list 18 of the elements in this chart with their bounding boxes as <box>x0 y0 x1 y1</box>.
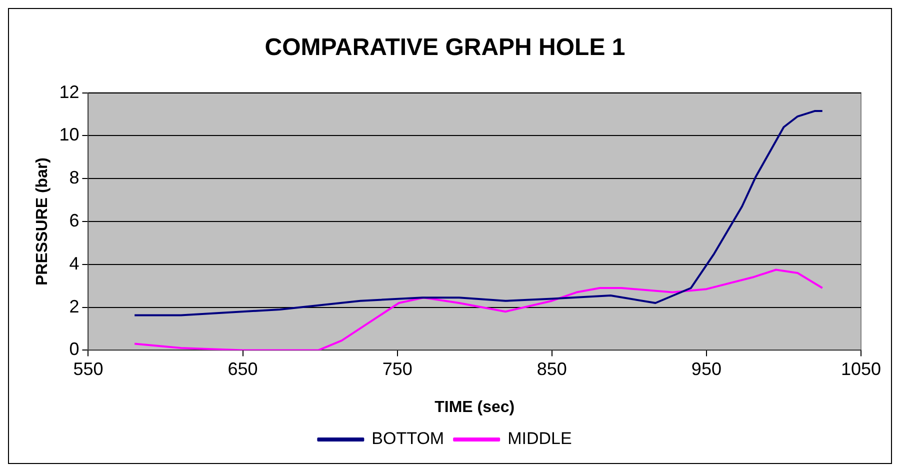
y-tick-label: 6 <box>69 210 80 230</box>
y-tick-label: 12 <box>59 82 80 102</box>
legend-label: BOTTOM <box>372 429 444 448</box>
x-tick-label: 850 <box>536 358 567 379</box>
x-tick-label: 750 <box>382 358 412 379</box>
x-tick-label: 1050 <box>840 358 882 379</box>
x-tick-label: 550 <box>73 358 104 379</box>
y-tick-label: 10 <box>59 124 80 145</box>
y-axis-title: PRESSURE (bar) <box>34 157 52 286</box>
chart-title: COMPARATIVE GRAPH HOLE 1 <box>264 34 626 62</box>
y-tick-label: 2 <box>69 296 80 316</box>
x-axis-title: TIME (sec) <box>434 398 515 416</box>
y-tick-label: 4 <box>69 253 80 274</box>
x-tick-label: 650 <box>228 358 258 379</box>
x-tick-label: 950 <box>691 358 722 379</box>
y-tick-label: 8 <box>69 168 80 188</box>
legend-label: MIDDLE <box>508 429 572 448</box>
y-tick-label: 0 <box>69 339 80 360</box>
